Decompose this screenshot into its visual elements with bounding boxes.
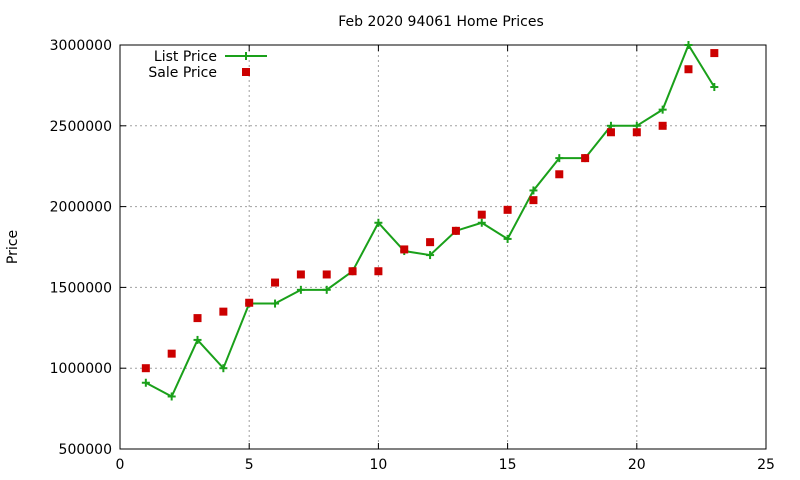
data-point xyxy=(529,186,538,195)
data-point xyxy=(167,392,176,401)
data-point xyxy=(555,170,564,179)
legend-label: List Price xyxy=(154,49,217,65)
data-point xyxy=(296,270,305,279)
x-tick-label: 20 xyxy=(628,457,646,473)
plot-frame xyxy=(119,44,767,450)
data-point xyxy=(296,285,305,294)
y-tick-label: 1000000 xyxy=(50,361,112,377)
data-point xyxy=(451,226,460,235)
data-point xyxy=(658,105,667,114)
data-point xyxy=(555,154,564,163)
data-point xyxy=(529,196,538,205)
x-tick-label: 5 xyxy=(245,457,254,473)
data-point xyxy=(219,307,228,316)
x-tick-label: 10 xyxy=(369,457,387,473)
data-point xyxy=(658,121,667,130)
series xyxy=(141,41,719,401)
legend-label: Sale Price xyxy=(148,65,217,81)
legend-swatch-marker xyxy=(242,52,250,60)
data-point xyxy=(400,245,409,254)
data-point xyxy=(503,234,512,243)
data-point xyxy=(348,267,357,276)
y-axis-label: Price xyxy=(5,230,21,264)
y-tick-label: 2500000 xyxy=(50,119,112,135)
data-point xyxy=(477,210,486,219)
data-point xyxy=(141,364,150,373)
data-point xyxy=(581,154,590,163)
x-tick-label: 0 xyxy=(116,457,125,473)
x-tick-label: 15 xyxy=(499,457,517,473)
y-tick-label: 2000000 xyxy=(50,200,112,216)
data-point xyxy=(193,314,202,323)
data-point xyxy=(606,128,615,137)
data-point xyxy=(141,378,150,387)
axis-ticks: 0 5 10 15 20 25 500000 1000000 1500000 2000000 250… xyxy=(50,38,775,473)
data-point xyxy=(193,335,202,344)
data-point xyxy=(426,238,435,247)
data-point xyxy=(322,285,331,294)
series-0 xyxy=(141,41,719,401)
y-tick-label: 3000000 xyxy=(50,38,112,54)
chart-title: Feb 2020 94061 Home Prices xyxy=(338,14,544,30)
legend-entry: List Price xyxy=(154,49,267,65)
data-point xyxy=(684,41,693,49)
series-1 xyxy=(141,49,719,373)
data-point xyxy=(271,299,280,308)
legend-entry: Sale Price xyxy=(148,65,250,81)
data-point xyxy=(503,205,512,214)
y-tick-label: 500000 xyxy=(59,442,112,458)
data-point xyxy=(632,128,641,137)
data-point xyxy=(271,278,280,287)
x-tick-label: 25 xyxy=(757,457,775,473)
data-point xyxy=(245,298,254,307)
data-point xyxy=(710,49,719,58)
data-point xyxy=(219,364,228,373)
data-point xyxy=(374,267,383,276)
grid xyxy=(120,45,766,449)
data-point xyxy=(322,270,331,279)
legend-swatch-marker xyxy=(242,68,250,76)
data-point xyxy=(684,65,693,74)
data-point xyxy=(374,218,383,227)
y-tick-label: 1500000 xyxy=(50,280,112,296)
data-point xyxy=(477,218,486,227)
data-point xyxy=(426,251,435,260)
series-line xyxy=(145,42,716,398)
data-point xyxy=(710,83,719,92)
data-point xyxy=(167,349,176,358)
